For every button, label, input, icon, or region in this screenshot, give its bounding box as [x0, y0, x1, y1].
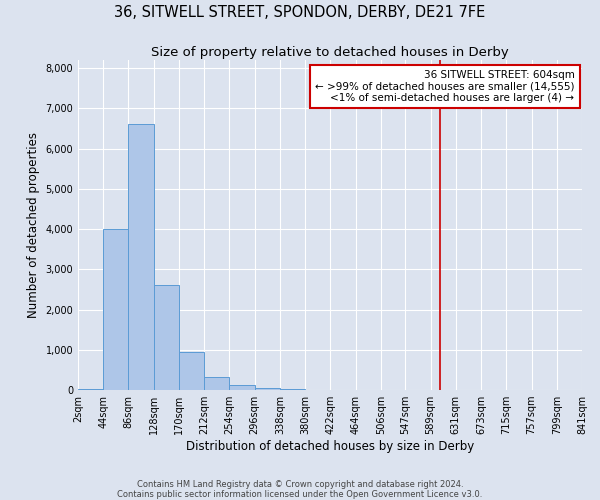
- Bar: [204, 377, 229, 390]
- Bar: [154, 286, 179, 390]
- Text: 36, SITWELL STREET, SPONDON, DERBY, DE21 7FE: 36, SITWELL STREET, SPONDON, DERBY, DE21…: [115, 5, 485, 20]
- X-axis label: Distribution of detached houses by size in Derby: Distribution of detached houses by size …: [186, 440, 474, 453]
- Bar: [78, 389, 103, 390]
- Y-axis label: Number of detached properties: Number of detached properties: [27, 132, 40, 318]
- Bar: [280, 389, 305, 390]
- Text: 36 SITWELL STREET: 604sqm
← >99% of detached houses are smaller (14,555)
<1% of : 36 SITWELL STREET: 604sqm ← >99% of deta…: [315, 70, 574, 103]
- Bar: [128, 124, 154, 390]
- Text: Contains HM Land Registry data © Crown copyright and database right 2024.
Contai: Contains HM Land Registry data © Crown c…: [118, 480, 482, 499]
- Bar: [179, 352, 204, 390]
- Title: Size of property relative to detached houses in Derby: Size of property relative to detached ho…: [151, 46, 509, 59]
- Bar: [229, 385, 254, 390]
- Bar: [254, 388, 280, 390]
- Bar: [103, 229, 128, 390]
